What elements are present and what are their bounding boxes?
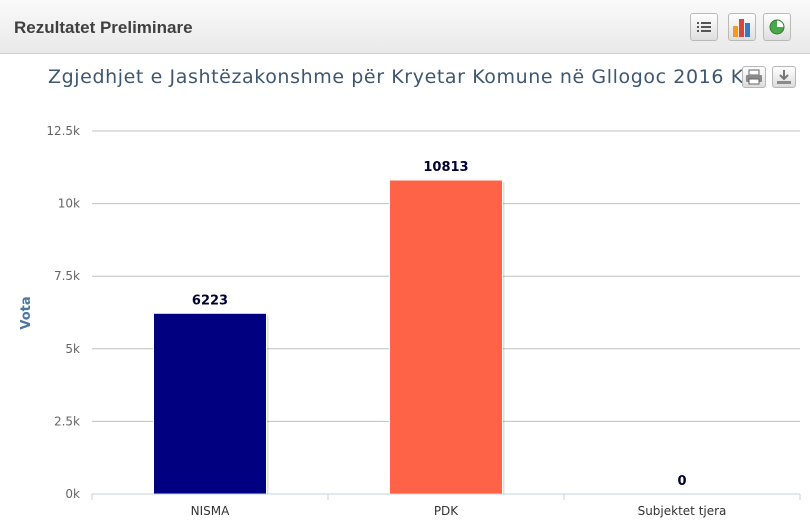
y-tick-label: 10k [58,197,80,211]
panel-title: Rezultatet Preliminare [14,18,193,37]
print-button[interactable] [742,66,766,88]
print-icon [746,69,762,85]
list-view-button[interactable] [690,13,718,41]
bar-chart-icon [733,19,750,37]
data-label: 6223 [192,293,228,308]
bar-chart-view-button[interactable] [728,13,756,41]
bar-nisma[interactable] [153,312,267,495]
download-icon [777,70,791,84]
pie-chart-icon [769,19,785,35]
bar-chart: 6223 10813 0 0k 2.5k 5k 7.5k 10k 12.5k NISMA PDK S… [19,124,801,518]
chart-title: Zgjedhjet e Jashtëzakonshme për Kryetar … [48,66,748,88]
x-tick-label: Subjektet tjera [638,504,727,518]
pie-chart-view-button[interactable] [763,13,791,41]
x-tick-label: PDK [434,504,459,518]
y-axis-label: Vota [19,296,34,329]
data-label: 0 [677,474,686,489]
bar-pdk[interactable] [389,179,503,495]
y-tick-label: 2.5k [54,414,80,428]
y-tick-label: 0k [65,487,80,501]
data-label: 10813 [423,160,468,175]
download-button[interactable] [772,66,796,88]
chart-area: Zgjedhjet e Jashtëzakonshme për Kryetar … [0,54,810,532]
y-tick-label: 7.5k [54,269,80,283]
panel-header: Rezultatet Preliminare [0,0,810,54]
y-tick-label: 5k [65,342,80,356]
y-tick-label: 12.5k [46,124,80,138]
list-icon [697,22,711,32]
x-tick-label: NISMA [191,504,230,518]
